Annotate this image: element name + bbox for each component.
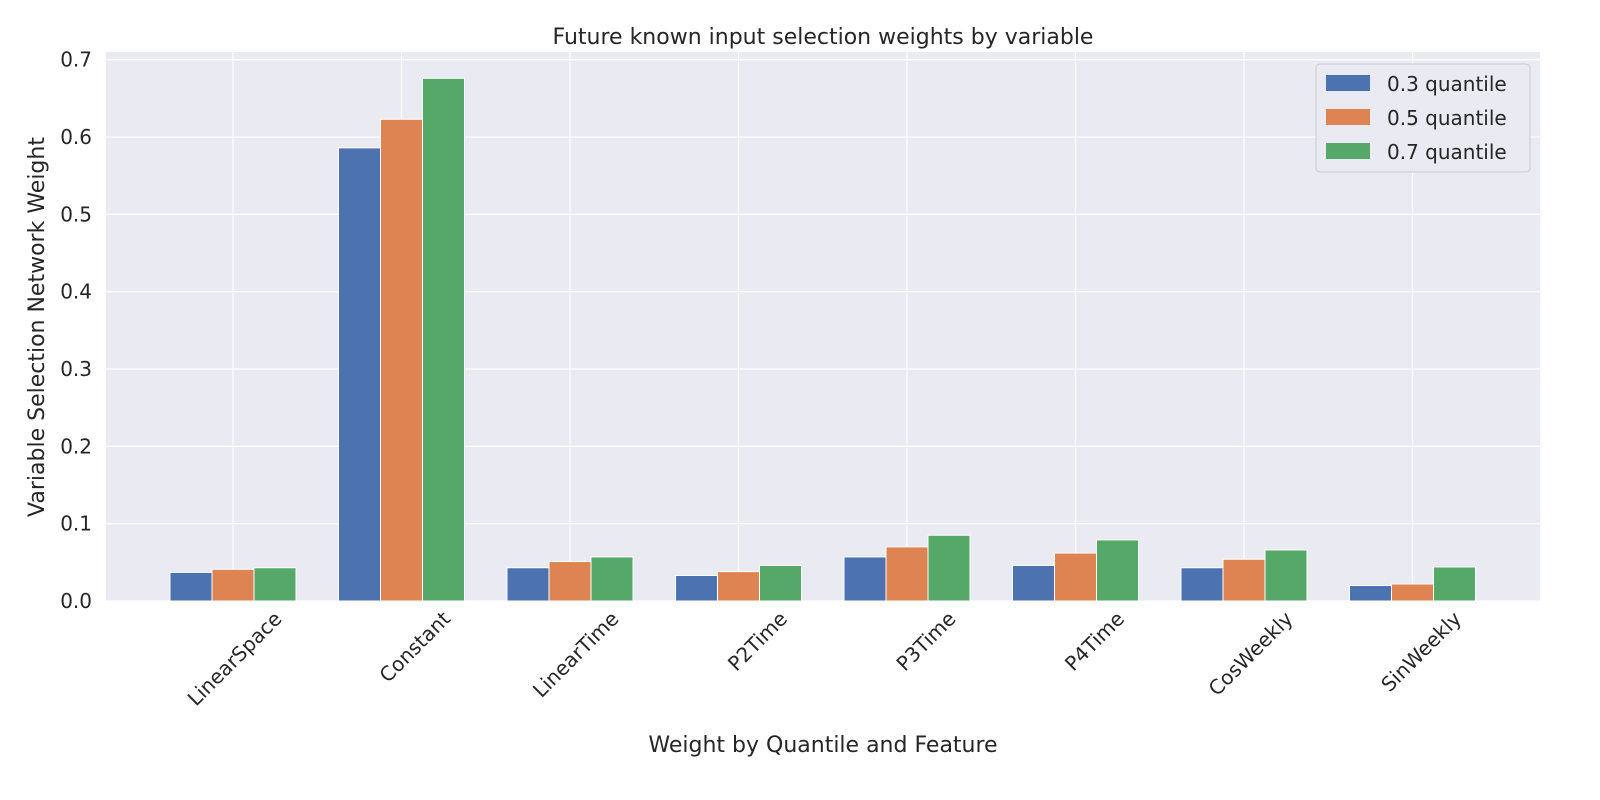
y-axis-ticks: 0.0 0.1 0.2 0.3 0.4 0.5 0.6 0.7 (60, 48, 92, 613)
bar-lineartime-0-7 (590, 556, 634, 602)
y-tick-label: 0.2 (60, 434, 92, 458)
y-tick-label: 0.5 (60, 202, 92, 226)
bar-linearspace-0-3 (169, 571, 213, 602)
bar-constant-0-7 (422, 77, 465, 602)
chart-title: Future known input selection weights by … (553, 25, 1094, 50)
legend-swatch-0-7 (1326, 143, 1370, 159)
bar-p3time-0-7 (927, 534, 971, 602)
bar-p4time-0-5 (1054, 552, 1097, 602)
bar-p3time-0-5 (885, 546, 929, 602)
bar-linearspace-0-7 (253, 567, 297, 602)
legend-label-0-5: 0.5 quantile (1387, 106, 1507, 130)
y-tick-label: 0.1 (60, 512, 92, 536)
x-tick-label: CosWeekly (1204, 606, 1298, 700)
x-tick-label: P2Time (723, 607, 792, 676)
bars (169, 77, 1476, 602)
legend-swatch-0-5 (1326, 109, 1370, 125)
bar-constant-0-3 (338, 147, 381, 602)
bar-sinweekly-0-5 (1391, 583, 1434, 602)
legend-swatch-0-3 (1326, 75, 1370, 91)
bar-p2time-0-3 (675, 574, 718, 602)
bar-p2time-0-5 (717, 571, 760, 602)
x-tick-label: P4Time (1060, 607, 1129, 676)
y-tick-label: 0.0 (60, 589, 92, 613)
y-tick-label: 0.4 (60, 280, 92, 304)
y-tick-label: 0.7 (60, 48, 92, 72)
x-axis-ticks: LinearSpace Constant LinearTime P2Time P3Tim… (183, 606, 1467, 710)
bar-linearspace-0-5 (211, 568, 255, 602)
x-tick-label: P3Time (891, 607, 960, 676)
x-tick-label: SinWeekly (1376, 606, 1466, 696)
bar-p4time-0-3 (1012, 564, 1055, 602)
legend-label-0-7: 0.7 quantile (1387, 140, 1507, 164)
bar-cosweekly-0-3 (1180, 567, 1224, 602)
bar-sinweekly-0-7 (1433, 566, 1476, 602)
legend-label-0-3: 0.3 quantile (1387, 72, 1507, 96)
y-axis-title: Variable Selection Network Weight (25, 137, 50, 517)
x-axis-title: Weight by Quantile and Feature (648, 733, 997, 758)
bar-cosweekly-0-5 (1222, 558, 1266, 602)
legend: 0.3 quantile 0.5 quantile 0.7 quantile (1315, 63, 1531, 173)
y-tick-label: 0.6 (60, 125, 92, 149)
bar-lineartime-0-3 (506, 567, 550, 602)
x-tick-label: LinearTime (528, 607, 624, 703)
bar-cosweekly-0-7 (1264, 549, 1308, 602)
bar-p4time-0-7 (1096, 539, 1139, 602)
bar-sinweekly-0-3 (1349, 585, 1392, 602)
bar-p2time-0-7 (759, 564, 802, 602)
bar-constant-0-5 (380, 118, 423, 602)
x-tick-label: LinearSpace (183, 607, 287, 711)
y-tick-label: 0.3 (60, 357, 92, 381)
x-tick-label: Constant (374, 606, 455, 687)
bar-lineartime-0-5 (548, 561, 592, 602)
bar-p3time-0-3 (843, 556, 887, 602)
